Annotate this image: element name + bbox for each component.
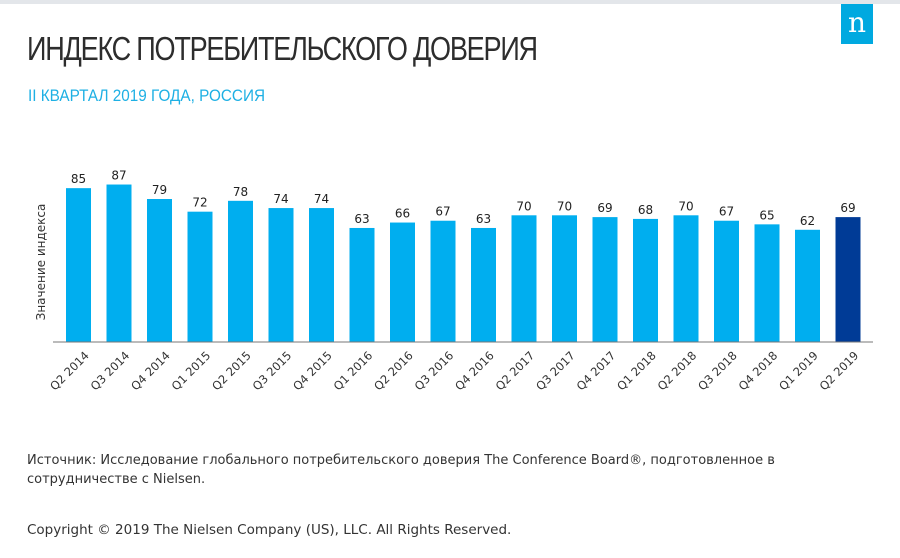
- bar: [349, 227, 375, 342]
- x-tick-label: Q3 2017: [533, 348, 578, 393]
- bar: [714, 220, 739, 342]
- data-label: 78: [233, 185, 248, 199]
- data-label: 87: [111, 169, 126, 183]
- bar: [835, 217, 861, 342]
- bar-chart: Значение индекса 85 Q2 2014 87 Q3 2014 79 Q4 …: [34, 169, 873, 393]
- copyright: Copyright © 2019 The Nielsen Company (US…: [27, 522, 512, 538]
- data-label: 70: [516, 199, 531, 213]
- x-tick-label: Q3 2015: [250, 348, 295, 393]
- bar: [430, 220, 456, 342]
- x-tick-label: Q3 2014: [88, 348, 133, 393]
- x-tick-label: Q4 2017: [574, 348, 619, 393]
- bar: [66, 188, 91, 342]
- data-label: 85: [71, 172, 86, 186]
- data-label: 63: [354, 212, 369, 226]
- data-label: 67: [435, 205, 450, 219]
- bar: [228, 200, 253, 342]
- y-axis-label: Значение индекса: [34, 204, 48, 321]
- data-label: 70: [557, 199, 572, 213]
- bar: [309, 208, 334, 342]
- x-tick-label: Q4 2016: [452, 348, 497, 393]
- x-tick-label: Q4 2015: [290, 348, 335, 393]
- bar: [673, 215, 699, 342]
- data-label: 63: [476, 212, 491, 226]
- data-label: 69: [840, 201, 855, 215]
- bar: [147, 199, 172, 342]
- x-tick-label: Q4 2018: [736, 348, 781, 393]
- x-tick-label: Q2 2017: [493, 348, 538, 393]
- x-tick-label: Q2 2018: [655, 348, 700, 393]
- data-label: 70: [678, 199, 693, 213]
- x-tick-label: Q3 2016: [412, 348, 457, 393]
- top-bar: [0, 0, 900, 4]
- data-label: 74: [273, 192, 288, 206]
- bar: [187, 211, 213, 342]
- data-label: 79: [152, 183, 167, 197]
- bar: [390, 222, 415, 342]
- x-tick-label: Q2 2014: [47, 348, 92, 393]
- page-subtitle: II КВАРТАЛ 2019 ГОДА, РОССИЯ: [28, 86, 266, 105]
- data-label: 67: [719, 205, 734, 219]
- bar: [268, 208, 294, 342]
- bar: [552, 215, 577, 342]
- data-label: 65: [759, 208, 774, 222]
- bar: [592, 217, 618, 342]
- x-tick-label: Q1 2016: [331, 348, 376, 393]
- source-note: Источник: Исследование глобального потре…: [27, 453, 775, 487]
- data-label: 69: [597, 201, 612, 215]
- bar: [633, 218, 658, 342]
- data-label: 68: [638, 203, 653, 217]
- page-title: ИНДЕКС ПОТРЕБИТЕЛЬСКОГО ДОВЕРИЯ: [27, 30, 538, 67]
- x-tick-label: Q4 2014: [128, 348, 173, 393]
- x-tick-label: Q2 2019: [817, 348, 862, 393]
- bar: [511, 215, 537, 342]
- bar: [754, 224, 780, 342]
- bar: [471, 227, 496, 342]
- x-tick-label: Q2 2016: [371, 348, 416, 393]
- data-label: 74: [314, 192, 329, 206]
- x-tick-label: Q2 2015: [209, 348, 254, 393]
- bar: [106, 184, 132, 342]
- bar: [795, 229, 820, 342]
- x-tick-label: Q3 2018: [695, 348, 740, 393]
- x-tick-label: Q1 2015: [169, 348, 214, 393]
- data-label: 66: [395, 207, 410, 221]
- data-label: 62: [800, 214, 815, 228]
- data-label: 72: [192, 196, 207, 210]
- x-tick-label: Q1 2018: [614, 348, 659, 393]
- nielsen-logo: n: [841, 4, 873, 44]
- x-tick-label: Q1 2019: [776, 348, 821, 393]
